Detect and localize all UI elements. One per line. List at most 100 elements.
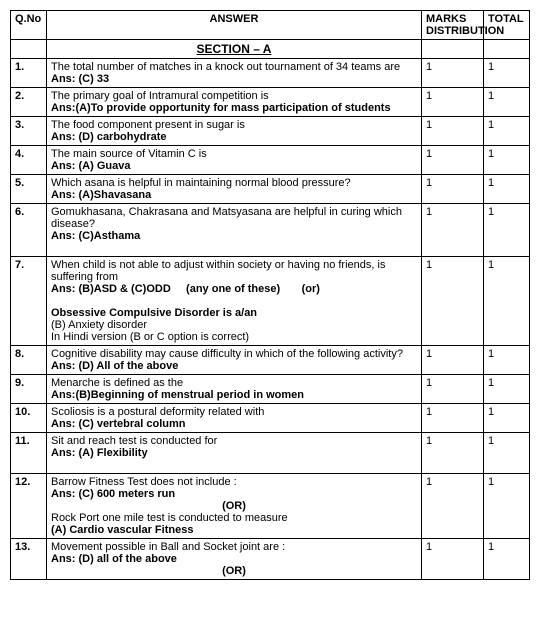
table-row: 5. Which asana is helpful in maintaining… [11, 175, 530, 204]
table-row: 9. Menarche is defined as the Ans:(B)Beg… [11, 375, 530, 404]
total-cell: 1 [484, 433, 530, 474]
marks-cell: 1 [422, 59, 484, 88]
marks-cell: 1 [422, 474, 484, 539]
answer-cell: When child is not able to adjust within … [47, 257, 422, 346]
qno-cell: 9. [11, 375, 47, 404]
answer-cell: Menarche is defined as the Ans:(B)Beginn… [47, 375, 422, 404]
question-text: Cognitive disability may cause difficult… [51, 348, 403, 360]
table-row: 11. Sit and reach test is conducted for … [11, 433, 530, 474]
answer-text: Ans: (D) All of the above [51, 360, 178, 372]
question-text: The main source of Vitamin C is [51, 148, 207, 160]
qno-cell: 3. [11, 117, 47, 146]
question-text: The total number of matches in a knock o… [51, 61, 400, 73]
answer-text: Ans: (A) Flexibility [51, 447, 148, 459]
answer-text: Ans: (C) vertebral column [51, 418, 185, 430]
marks-cell: 1 [422, 146, 484, 175]
section-title: SECTION – A [47, 40, 422, 59]
table-row: 6. Gomukhasana, Chakrasana and Matsyasan… [11, 204, 530, 257]
qno-cell: 8. [11, 346, 47, 375]
total-cell: 1 [484, 117, 530, 146]
answer-cell: Movement possible in Ball and Socket joi… [47, 539, 422, 580]
total-cell: 1 [484, 539, 530, 580]
answer-text: Ans: (D) carbohydrate [51, 131, 167, 143]
table-row: 10. Scoliosis is a postural deformity re… [11, 404, 530, 433]
answer-text: Ans:(A)To provide opportunity for mass p… [51, 102, 391, 114]
total-cell: 1 [484, 404, 530, 433]
qno-cell: 12. [11, 474, 47, 539]
question-text: The primary goal of Intramural competiti… [51, 90, 269, 102]
total-cell: 1 [484, 175, 530, 204]
sub-answer: (B) Anxiety disorder [51, 319, 147, 331]
answer-text: Ans:(B)Beginning of menstrual period in … [51, 389, 304, 401]
or-divider: (OR) [51, 565, 417, 577]
answer-text: Ans: (A) Guava [51, 160, 130, 172]
marks-cell: 1 [422, 404, 484, 433]
marks-cell: 1 [422, 539, 484, 580]
marks-cell: 1 [422, 375, 484, 404]
question-text: Movement possible in Ball and Socket joi… [51, 541, 285, 553]
table-row: 4. The main source of Vitamin C is Ans: … [11, 146, 530, 175]
total-cell: 1 [484, 88, 530, 117]
answer-cell: Which asana is helpful in maintaining no… [47, 175, 422, 204]
question-text: Sit and reach test is conducted for [51, 435, 217, 447]
total-cell: 1 [484, 375, 530, 404]
table-row: 7. When child is not able to adjust with… [11, 257, 530, 346]
header-marks: MARKS DISTRIBUTION [422, 11, 484, 40]
header-answer: ANSWER [47, 11, 422, 40]
table-header-row: Q.No ANSWER MARKS DISTRIBUTION TOTAL [11, 11, 530, 40]
answer-text: Ans: (C) 600 meters run [51, 488, 175, 500]
marks-cell: 1 [422, 117, 484, 146]
marks-cell: 1 [422, 346, 484, 375]
section-empty-marks [422, 40, 484, 59]
sub-answer-bold: (A) Cardio vascular Fitness [51, 524, 193, 536]
sub-question-bold: Obsessive Compulsive Disorder is a/an [51, 307, 257, 319]
answer-cell: The main source of Vitamin C is Ans: (A)… [47, 146, 422, 175]
qno-cell: 5. [11, 175, 47, 204]
answer-extra1: (any one of these) [186, 283, 280, 295]
question-text: Which asana is helpful in maintaining no… [51, 177, 351, 189]
question-text: Scoliosis is a postural deformity relate… [51, 406, 264, 418]
section-row: SECTION – A [11, 40, 530, 59]
sub-question: Rock Port one mile test is conducted to … [51, 512, 288, 524]
answer-text: Ans: (D) all of the above [51, 553, 177, 565]
table-row: 8. Cognitive disability may cause diffic… [11, 346, 530, 375]
answer-key-table: Q.No ANSWER MARKS DISTRIBUTION TOTAL SEC… [10, 10, 530, 580]
answer-cell: Scoliosis is a postural deformity relate… [47, 404, 422, 433]
marks-cell: 1 [422, 257, 484, 346]
table-row: 12. Barrow Fitness Test does not include… [11, 474, 530, 539]
or-divider: (OR) [51, 500, 417, 512]
total-cell: 1 [484, 146, 530, 175]
total-cell: 1 [484, 257, 530, 346]
marks-cell: 1 [422, 204, 484, 257]
qno-cell: 6. [11, 204, 47, 257]
marks-cell: 1 [422, 88, 484, 117]
answer-text: Ans: (C)Asthama [51, 230, 140, 242]
table-row: 13. Movement possible in Ball and Socket… [11, 539, 530, 580]
answer-cell: The food component present in sugar is A… [47, 117, 422, 146]
answer-text: Ans: (C) 33 [51, 73, 109, 85]
answer-cell: The primary goal of Intramural competiti… [47, 88, 422, 117]
qno-cell: 11. [11, 433, 47, 474]
question-text: Barrow Fitness Test does not include : [51, 476, 237, 488]
marks-cell: 1 [422, 433, 484, 474]
answer-cell: Cognitive disability may cause difficult… [47, 346, 422, 375]
answer-cell: Barrow Fitness Test does not include : A… [47, 474, 422, 539]
total-cell: 1 [484, 346, 530, 375]
answer-cell: Gomukhasana, Chakrasana and Matsyasana a… [47, 204, 422, 257]
total-cell: 1 [484, 474, 530, 539]
answer-cell: The total number of matches in a knock o… [47, 59, 422, 88]
header-qno: Q.No [11, 11, 47, 40]
question-text: Gomukhasana, Chakrasana and Matsyasana a… [51, 206, 402, 230]
total-cell: 1 [484, 59, 530, 88]
answer-extra2: (or) [302, 283, 320, 295]
question-text: The food component present in sugar is [51, 119, 245, 131]
qno-cell: 1. [11, 59, 47, 88]
answer-text: Ans: (B)ASD & (C)ODD [51, 283, 171, 295]
qno-cell: 2. [11, 88, 47, 117]
table-row: 2. The primary goal of Intramural compet… [11, 88, 530, 117]
qno-cell: 13. [11, 539, 47, 580]
question-text: When child is not able to adjust within … [51, 259, 385, 283]
section-empty-total [484, 40, 530, 59]
question-text: Menarche is defined as the [51, 377, 183, 389]
section-empty-qno [11, 40, 47, 59]
